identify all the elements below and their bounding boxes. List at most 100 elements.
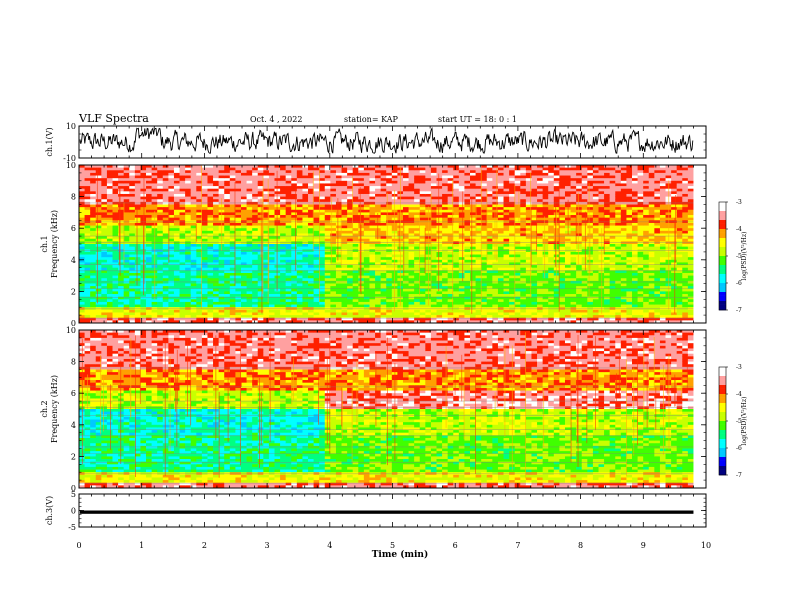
spectrogram-cell xyxy=(190,207,197,211)
spectrogram-cell xyxy=(453,175,460,179)
spectrogram-cell xyxy=(240,320,247,324)
spectrogram-cell xyxy=(419,167,426,171)
spectrogram-cell xyxy=(201,280,208,284)
spectrogram-cell xyxy=(335,199,342,203)
spectrogram-cell xyxy=(257,304,264,308)
spectrogram-cell xyxy=(503,246,510,250)
spectrogram-cell xyxy=(268,315,275,319)
spectrogram-cell xyxy=(430,309,437,313)
spectrogram-cell xyxy=(162,251,169,255)
spectrogram-cell xyxy=(514,267,521,271)
spectrogram-cell xyxy=(319,294,326,298)
spectrogram-cell xyxy=(213,270,220,274)
spectrogram-cell xyxy=(308,207,315,211)
spectrogram-cell xyxy=(308,167,315,171)
spectrogram-cell xyxy=(391,249,398,253)
spectrogram-cell xyxy=(481,241,488,245)
spectrogram-cell xyxy=(146,230,153,234)
spectrogram-cell xyxy=(213,267,220,271)
spectrogram-cell xyxy=(224,296,231,300)
spectrogram-cell xyxy=(263,249,270,253)
spectrogram-cell xyxy=(162,212,169,216)
spectrogram-cell xyxy=(240,262,247,266)
spectrogram-cell xyxy=(436,309,443,313)
spectrogram-cell xyxy=(525,170,532,174)
spectrogram-cell xyxy=(196,183,203,187)
spectrogram-cell xyxy=(151,207,158,211)
spectrogram-cell xyxy=(190,244,197,248)
spectrogram-cell xyxy=(112,246,119,250)
spectrogram-cell xyxy=(285,209,292,213)
spectrogram-cell xyxy=(84,244,91,248)
spectrogram-cell xyxy=(157,212,164,216)
spectrogram-cell xyxy=(380,236,387,240)
spectrogram-cell xyxy=(386,288,393,292)
spectrogram-cell xyxy=(380,278,387,282)
spectrogram-cell xyxy=(129,283,136,287)
spectrogram-cell xyxy=(464,225,471,229)
spectrogram-cell xyxy=(218,294,225,298)
spectrogram-cell xyxy=(453,315,460,319)
spectrogram-cell xyxy=(308,175,315,179)
spectrogram-cell xyxy=(386,228,393,232)
spectrogram-cell xyxy=(252,183,259,187)
spectrogram-cell xyxy=(408,296,415,300)
spectrogram-cell xyxy=(330,238,337,242)
spectrogram-cell xyxy=(101,201,108,205)
spectrogram-cell xyxy=(173,304,180,308)
spectrogram-cell xyxy=(134,209,141,213)
spectrogram-cell xyxy=(95,257,102,261)
spectrogram-cell xyxy=(308,183,315,187)
spectrogram-cell xyxy=(224,217,231,221)
spectrogram-cell xyxy=(263,201,270,205)
spectrogram-cell xyxy=(201,291,208,295)
spectrogram-cell xyxy=(503,259,510,263)
spectrogram-cell xyxy=(408,183,415,187)
spectrogram-cell xyxy=(347,301,354,305)
spectrogram-cell xyxy=(486,241,493,245)
spectrogram-cell xyxy=(520,172,527,176)
spectrogram-cell xyxy=(453,193,460,197)
spectrogram-cell xyxy=(280,209,287,213)
spectrogram-cell xyxy=(308,165,315,169)
spectrogram-cell xyxy=(296,315,303,319)
spectrogram-cell xyxy=(335,262,342,266)
spectrogram-cell xyxy=(375,312,382,316)
spectrogram-cell xyxy=(157,236,164,240)
spectrogram-cell xyxy=(274,286,281,290)
spectrogram-cell xyxy=(481,188,488,192)
spectrogram-cell xyxy=(319,201,326,205)
spectrogram-cell xyxy=(285,294,292,298)
spectrogram-cell xyxy=(391,286,398,290)
spectrogram-cell xyxy=(525,191,532,195)
spectrogram-cell xyxy=(280,201,287,205)
spectrogram-cell xyxy=(308,275,315,279)
spectrogram-cell xyxy=(246,228,253,232)
spectrogram-cell xyxy=(173,278,180,282)
spectrogram-cell xyxy=(330,294,337,298)
spectrogram-cell xyxy=(391,215,398,219)
spectrogram-cell xyxy=(246,191,253,195)
spectrogram-cell xyxy=(224,233,231,237)
spectrogram-cell xyxy=(475,225,482,229)
spectrogram-cell xyxy=(375,259,382,263)
spectrogram-cell xyxy=(90,262,97,266)
spectrogram-cell xyxy=(458,291,465,295)
spectrogram-cell xyxy=(402,207,409,211)
spectrogram-cell xyxy=(213,191,220,195)
spectrogram-cell xyxy=(285,309,292,313)
spectrogram-cell xyxy=(90,259,97,263)
spectrogram-cell xyxy=(408,178,415,182)
spectrogram-cell xyxy=(201,183,208,187)
spectrogram-cell xyxy=(201,196,208,200)
spectrogram-cell xyxy=(246,272,253,276)
spectrogram-cell xyxy=(442,309,449,313)
spectrogram-cell xyxy=(369,233,376,237)
spectrogram-cell xyxy=(229,304,236,308)
spectrogram-cell xyxy=(341,244,348,248)
spectrogram-cell xyxy=(190,283,197,287)
spectrogram-cell xyxy=(196,225,203,229)
spectrogram-cell xyxy=(436,212,443,216)
spectrogram-cell xyxy=(90,315,97,319)
spectrogram-cell xyxy=(285,183,292,187)
